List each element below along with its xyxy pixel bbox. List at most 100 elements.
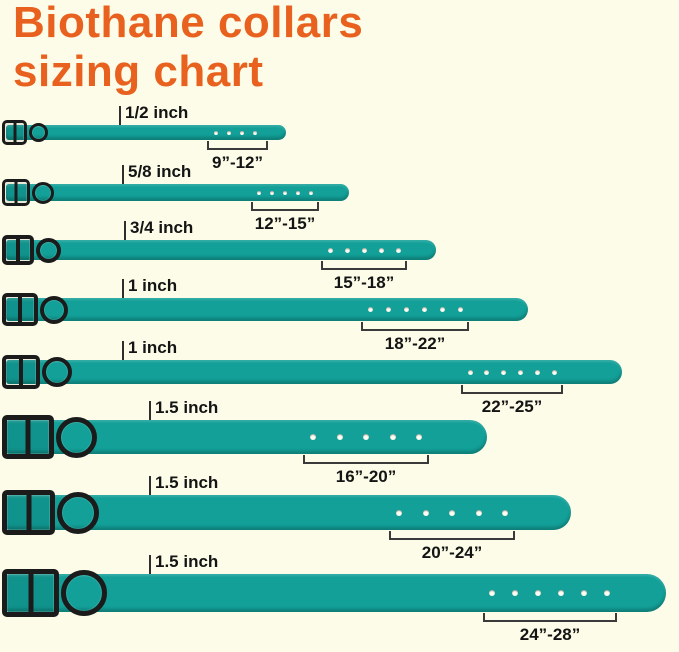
strap-hole — [283, 190, 287, 195]
strap-hole — [227, 130, 231, 135]
buckle-icon — [2, 355, 40, 389]
strap-hole — [535, 590, 541, 596]
label-leader-line — [149, 476, 151, 495]
size-dim-tick-left — [389, 531, 391, 540]
collar-strap — [6, 125, 286, 140]
strap-hole — [214, 130, 218, 135]
size-dim-line — [303, 462, 429, 464]
chart-title: Biothane collars sizing chart — [13, 0, 363, 96]
label-leader-line — [122, 279, 124, 298]
strap-hole — [421, 307, 427, 312]
strap-hole — [378, 247, 384, 253]
strap-hole — [403, 307, 409, 312]
strap-hole — [310, 434, 316, 440]
size-label: 16”-20” — [335, 467, 397, 486]
d-ring-icon — [57, 491, 99, 534]
size-dim-tick-right — [266, 141, 268, 150]
strap-hole — [327, 247, 333, 253]
size-dim-line — [207, 148, 268, 150]
title-line-2: sizing chart — [13, 47, 264, 96]
size-dim-line — [389, 538, 515, 540]
strap-hole — [309, 190, 313, 195]
strap-hole — [253, 130, 257, 135]
strap-hole — [416, 434, 422, 440]
strap-hole — [422, 509, 429, 516]
size-dim-tick-right — [405, 261, 407, 270]
strap-hole — [385, 307, 391, 312]
strap-hole — [439, 307, 445, 312]
size-dim-line — [483, 620, 617, 622]
label-leader-line — [124, 221, 126, 240]
buckle-prong — [28, 569, 33, 617]
d-ring-icon — [56, 416, 97, 458]
label-leader-line — [149, 555, 151, 574]
d-ring-icon — [36, 237, 61, 263]
size-dim-line — [321, 268, 407, 270]
strap-hole — [475, 509, 482, 516]
size-dim-tick-right — [317, 202, 319, 211]
buckle-prong — [26, 490, 31, 535]
width-label: 1.5 inch — [155, 552, 219, 571]
strap-hole — [389, 434, 396, 440]
strap-hole — [457, 307, 463, 312]
size-label: 9”-12” — [211, 153, 264, 172]
size-dim-tick-left — [321, 261, 323, 270]
buckle-prong — [25, 415, 31, 459]
size-dim-line — [251, 209, 319, 211]
strap-hole — [558, 590, 564, 596]
strap-hole — [501, 369, 507, 375]
buckle-icon — [2, 569, 59, 617]
width-label: 5/8 inch — [128, 162, 192, 181]
buckle-icon — [2, 120, 27, 145]
label-leader-line — [122, 165, 124, 184]
label-leader-line — [122, 341, 124, 360]
size-dim-tick-right — [561, 385, 563, 394]
size-dim-tick-left — [461, 385, 463, 394]
size-dim-tick-right — [427, 455, 429, 464]
width-label: 1 inch — [128, 338, 178, 357]
size-label: 18”-22” — [384, 334, 446, 353]
strap-hole — [502, 509, 508, 516]
collar-strap — [6, 298, 528, 321]
buckle-prong — [18, 293, 22, 326]
size-dim-tick-left — [251, 202, 253, 211]
buckle-icon — [2, 293, 38, 326]
strap-hole — [484, 369, 490, 375]
buckle-prong — [14, 179, 18, 206]
buckle-icon — [2, 179, 30, 206]
strap-hole — [604, 590, 610, 596]
d-ring-icon — [32, 181, 54, 204]
strap-hole — [367, 307, 373, 312]
d-ring-icon — [40, 295, 68, 324]
strap-hole — [240, 130, 244, 135]
buckle-prong — [16, 235, 20, 265]
size-label: 12”-15” — [254, 214, 316, 233]
buckle-icon — [2, 235, 34, 265]
size-label: 22”-25” — [481, 397, 543, 416]
strap-hole — [395, 247, 401, 253]
strap-hole — [363, 434, 369, 440]
collar-strap — [6, 240, 436, 260]
label-leader-line — [119, 106, 121, 125]
strap-hole — [257, 190, 261, 195]
size-dim-tick-left — [483, 613, 485, 622]
collar-strap — [6, 574, 666, 612]
strap-hole — [336, 434, 343, 440]
strap-hole — [551, 369, 557, 375]
buckle-prong — [19, 355, 23, 389]
buckle-prong — [13, 120, 16, 145]
size-label: 20”-24” — [421, 543, 483, 562]
strap-hole — [449, 509, 455, 516]
strap-hole — [396, 509, 402, 516]
strap-hole — [344, 247, 350, 253]
size-dim-tick-left — [361, 322, 363, 331]
strap-hole — [361, 247, 367, 253]
size-dim-line — [361, 329, 469, 331]
